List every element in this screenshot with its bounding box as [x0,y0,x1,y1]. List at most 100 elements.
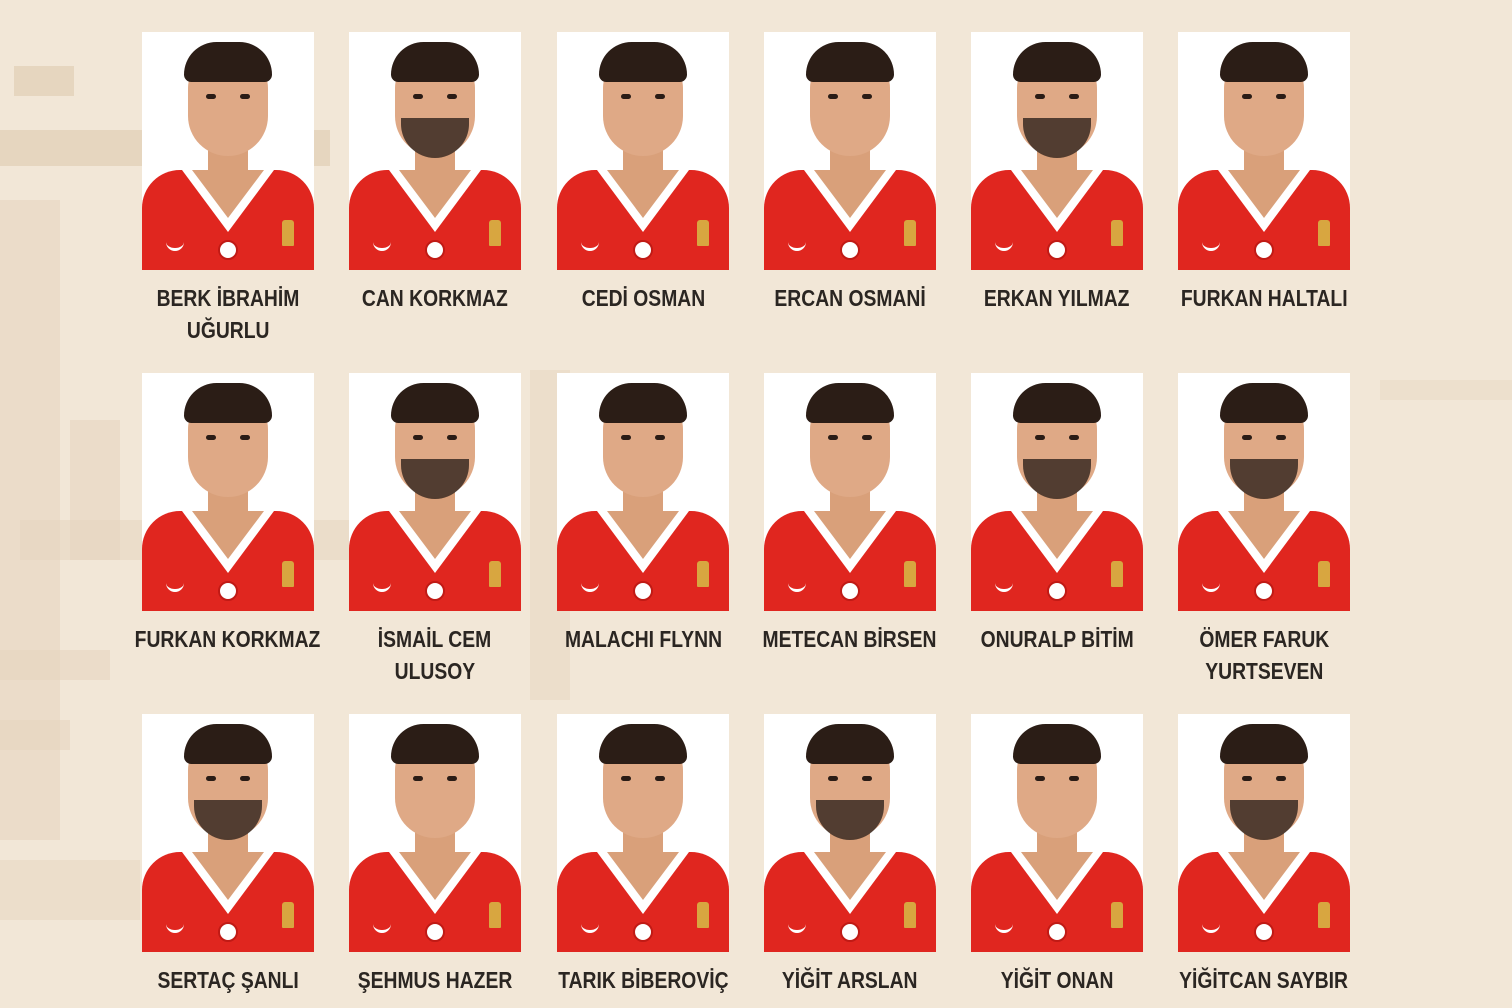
player-photo [142,714,314,952]
player-name: CAN KORKMAZ [319,282,551,314]
crest-icon [1254,922,1274,942]
player-name: YİĞİTCAN SAYBIR [1148,964,1380,996]
trophy-icon [1318,902,1330,928]
jersey [764,511,936,611]
trophy-icon [282,220,294,246]
crest-icon [840,922,860,942]
trophy-icon [489,220,501,246]
jersey [764,852,936,952]
trophy-icon [282,561,294,587]
crest-icon [218,581,238,601]
player-name-line: ONURALP BİTİM [980,626,1134,652]
player-name-line: MALACHI FLYNN [564,626,722,652]
jersey [142,852,314,952]
trophy-icon [1111,220,1123,246]
crest-icon [633,922,653,942]
crest-icon [1047,922,1067,942]
crest-icon [1254,240,1274,260]
brand-logo-icon [995,922,1013,933]
player-photo [349,714,521,952]
trophy-icon [489,561,501,587]
player-photo [1178,32,1350,270]
jersey [1178,170,1350,270]
jersey [764,170,936,270]
crest-icon [1047,240,1067,260]
player-name: CEDİ OSMAN [527,282,759,314]
crest-icon [425,922,445,942]
jersey [971,852,1143,952]
jersey [349,170,521,270]
player-name: TARIK BİBEROVİÇ [527,964,759,996]
player-name: MALACHI FLYNN [527,623,759,655]
player-name-line: FURKAN KORKMAZ [135,626,321,652]
trophy-icon [697,902,709,928]
trophy-icon [282,902,294,928]
player-photo [1178,373,1350,611]
player-name: YİĞİT ONAN [941,964,1173,996]
player-photo [557,373,729,611]
player-photo [349,373,521,611]
crest-icon [1254,581,1274,601]
brand-logo-icon [788,581,806,592]
jersey [349,511,521,611]
crest-icon [1047,581,1067,601]
trophy-icon [1318,561,1330,587]
brand-logo-icon [581,922,599,933]
player-name-line: SERTAÇ ŞANLI [157,967,299,993]
player-photo [971,32,1143,270]
trophy-icon [904,220,916,246]
player-photo [971,373,1143,611]
player-photo [142,373,314,611]
jersey [1178,852,1350,952]
crest-icon [425,240,445,260]
brand-logo-icon [1202,922,1220,933]
player-name-line: ŞEHMUS HAZER [357,967,513,993]
brand-logo-icon [581,240,599,251]
trophy-icon [1111,561,1123,587]
trophy-icon [904,561,916,587]
player-name-line: ULUSOY [394,658,476,684]
brand-logo-icon [995,581,1013,592]
player-name-line: ÖMER FARUK [1199,626,1329,652]
player-name-line: YİĞİT ARSLAN [782,967,918,993]
brand-logo-icon [373,581,391,592]
player-name: SERTAÇ ŞANLI [112,964,344,996]
crest-icon [218,922,238,942]
trophy-icon [904,902,916,928]
player-name: FURKAN KORKMAZ [112,623,344,655]
crest-icon [840,240,860,260]
player-name: BERK İBRAHİM UĞURLU [112,282,344,346]
player-name: FURKAN HALTALI [1148,282,1380,314]
jersey [971,511,1143,611]
player-photo [764,32,936,270]
trophy-icon [1318,220,1330,246]
player-name-line: ERKAN YILMAZ [984,285,1130,311]
jersey [557,852,729,952]
brand-logo-icon [166,240,184,251]
player-name: ÖMER FARUK YURTSEVEN [1148,623,1380,687]
player-photo [349,32,521,270]
player-name: ERCAN OSMANİ [734,282,966,314]
player-photo [971,714,1143,952]
player-photo [557,714,729,952]
jersey [557,170,729,270]
trophy-icon [697,220,709,246]
brand-logo-icon [166,581,184,592]
player-photo [764,714,936,952]
trophy-icon [1111,902,1123,928]
player-name-line: YURTSEVEN [1204,658,1324,684]
brand-logo-icon [788,922,806,933]
brand-logo-icon [788,240,806,251]
player-name-line: UĞURLU [186,317,270,343]
crest-icon [633,240,653,260]
player-name-line: FURKAN HALTALI [1180,285,1348,311]
player-name-line: YİĞİT ONAN [1000,967,1114,993]
player-name: ERKAN YILMAZ [941,282,1173,314]
brand-logo-icon [373,240,391,251]
player-name: YİĞİT ARSLAN [734,964,966,996]
jersey [142,170,314,270]
brand-logo-icon [995,240,1013,251]
jersey [1178,511,1350,611]
crest-icon [425,581,445,601]
jersey [349,852,521,952]
